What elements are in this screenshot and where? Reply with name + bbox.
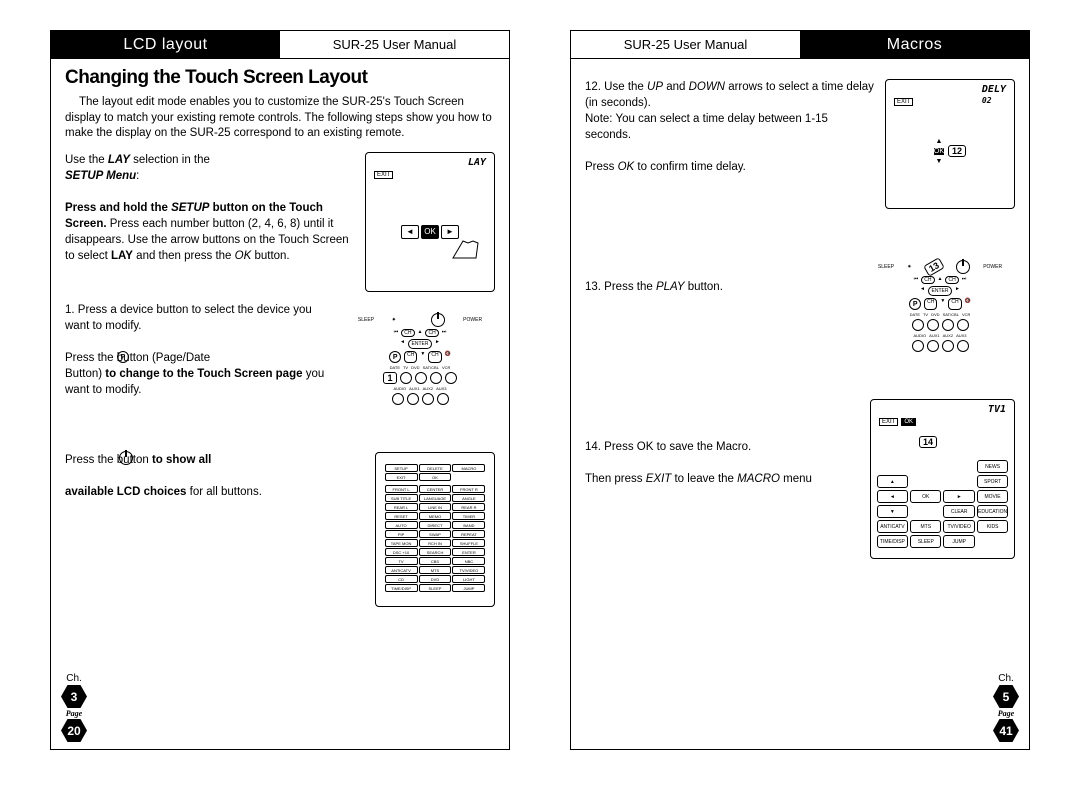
- left-header: LCD layout SUR-25 User Manual: [51, 31, 509, 59]
- right-footer: Ch. 5 Page 41: [993, 673, 1019, 743]
- r-text-3: 14. Press OK to save the Macro. Then pre…: [585, 399, 860, 559]
- power-icon: [431, 313, 445, 327]
- remote2-inner: SLEEP✷13POWER ⏮CH▲CH⏭ ◄ENTER► PCH▼CH🔇 DA…: [873, 256, 1008, 373]
- r-text-2: 13. Press the PLAY button.: [585, 249, 855, 379]
- tv1-grid: NEWS▲SPORT◄OK►MOVIE▼CLEAREDUCATIONANTICA…: [877, 460, 1009, 548]
- p-icon-r: P: [909, 298, 921, 310]
- dely-controls: ▲ OK ▼ 12: [934, 138, 966, 165]
- row-3: Press the button to show all available L…: [65, 452, 495, 607]
- intro-text: The layout edit mode enables you to cust…: [65, 95, 495, 142]
- left-arrow-icon: ◄: [401, 225, 419, 239]
- power-inline-icon: [119, 451, 133, 465]
- remote-inner: SLEEP✷POWER ⏮CH▲CH⏭ ◄ENTER► PCH▼CH🔇 DATE…: [353, 309, 488, 435]
- text-block-2: 1. Press a device button to select the d…: [65, 302, 335, 442]
- left-page: LCD layout SUR-25 User Manual Changing t…: [50, 30, 510, 750]
- row-2: 1. Press a device button to select the d…: [65, 302, 495, 442]
- figure-lcd-grid: SETUPDELETEMACROEXITOK FRONT LCENTERFRON…: [375, 452, 495, 607]
- header-white-right: SUR-25 User Manual: [571, 31, 800, 58]
- left-footer: Ch. 3 Page 20: [61, 673, 87, 743]
- r-row-2: 13. Press the PLAY button. SLEEP✷13POWER…: [585, 249, 1015, 379]
- exit-chip-r: EXIT: [894, 98, 913, 106]
- up-arrow-icon: ▲: [936, 138, 943, 145]
- text-block-3: Press the button to show all available L…: [65, 452, 365, 607]
- section-title: Changing the Touch Screen Layout: [65, 67, 495, 89]
- figure-remote-2: SLEEP✷13POWER ⏮CH▲CH⏭ ◄ENTER► PCH▼CH🔇 DA…: [865, 249, 1015, 379]
- figure-lay: LAY EXIT ◄ OK ►: [365, 152, 495, 292]
- fig-label: LAY: [468, 157, 486, 168]
- tv1-label: TV1: [988, 404, 1006, 415]
- header-white-left: SUR-25 User Manual: [280, 31, 509, 58]
- ok-chip-r: OK: [934, 148, 944, 155]
- r-text-1: 12. Use the UP and DOWN arrows to select…: [585, 79, 875, 209]
- step-13-badge: 13: [923, 257, 945, 276]
- figure-remote: SLEEP✷POWER ⏮CH▲CH⏭ ◄ENTER► PCH▼CH🔇 DATE…: [345, 302, 495, 442]
- ch-label: Ch.: [66, 673, 82, 684]
- dely-label: DELY02: [982, 84, 1006, 106]
- ok-chip: OK: [421, 225, 439, 239]
- page-label-r: Page: [998, 709, 1014, 718]
- p-icon: P: [389, 351, 401, 363]
- ch-label-r: Ch.: [998, 673, 1014, 684]
- page-hex-r: 41: [993, 719, 1019, 742]
- figure-dely: DELY02 EXIT ▲ OK ▼ 12: [885, 79, 1015, 209]
- ok-chip-tv1: OK: [901, 418, 916, 426]
- exit-chip: EXIT: [374, 171, 393, 179]
- figure-tv1: TV1 EXIT OK 14 NEWS▲SPORT◄OK►MOVIE▼CLEAR…: [870, 399, 1015, 559]
- right-header: SUR-25 User Manual Macros: [571, 31, 1029, 59]
- text-block-1: Use the LAY selection in the SETUP Menu:…: [65, 152, 355, 292]
- page-hex: 20: [61, 719, 87, 742]
- hand-icon: [448, 233, 488, 263]
- right-content: 12. Use the UP and DOWN arrows to select…: [571, 59, 1029, 619]
- row-1: Use the LAY selection in the SETUP Menu:…: [65, 152, 495, 292]
- page-date-icon: P: [117, 351, 129, 363]
- ch-hex-r: 5: [993, 685, 1019, 708]
- right-page: SUR-25 User Manual Macros 12. Use the UP…: [570, 30, 1030, 750]
- r-row-3: 14. Press OK to save the Macro. Then pre…: [585, 399, 1015, 559]
- step-12-badge: 12: [948, 145, 966, 157]
- exit-chip-tv1: EXIT: [879, 418, 898, 426]
- page-label: Page: [66, 709, 82, 718]
- left-content: Changing the Touch Screen Layout The lay…: [51, 59, 509, 667]
- power-icon-r: [956, 260, 970, 274]
- step-14-badge: 14: [919, 436, 937, 448]
- lcd-inner: SETUPDELETEMACROEXITOK FRONT LCENTERFRON…: [382, 460, 488, 598]
- r-row-1: 12. Use the UP and DOWN arrows to select…: [585, 79, 1015, 209]
- down-arrow-icon: ▼: [936, 158, 943, 165]
- header-black-right: Macros: [800, 31, 1029, 58]
- ch-hex: 3: [61, 685, 87, 708]
- header-black-left: LCD layout: [51, 31, 280, 58]
